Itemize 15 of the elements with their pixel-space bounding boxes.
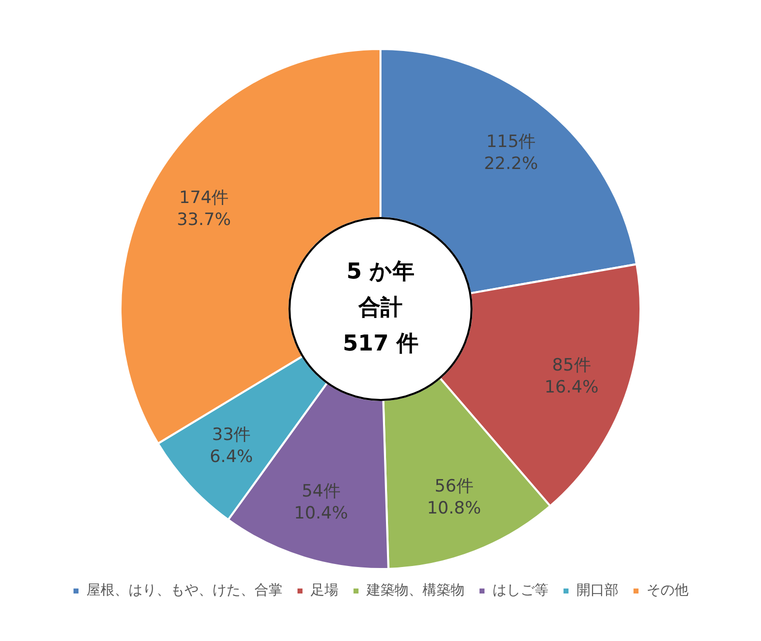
text: 5 か年 bbox=[346, 260, 414, 285]
text: 517 件 bbox=[342, 332, 418, 357]
legend-label: 開口部 bbox=[576, 582, 618, 599]
data-label: 56件 10.8% bbox=[426, 476, 481, 518]
legend-label: 足場 bbox=[310, 582, 338, 599]
data-label: 115件 22.2% bbox=[484, 132, 538, 174]
text: 合計 bbox=[358, 296, 402, 321]
legend-label: 建築物、構築物 bbox=[366, 582, 464, 599]
data-label: 54件 10.4% bbox=[294, 481, 348, 524]
legend-label: その他 bbox=[646, 582, 688, 599]
data-label: 174件 33.7% bbox=[176, 188, 231, 230]
legend-label: はしご等 bbox=[492, 582, 548, 599]
data-label: 33件 6.4% bbox=[210, 424, 253, 467]
data-label: 85件 16.4% bbox=[544, 356, 598, 398]
legend-label: 屋根、はり、もや、けた、合掌 bbox=[86, 582, 282, 599]
